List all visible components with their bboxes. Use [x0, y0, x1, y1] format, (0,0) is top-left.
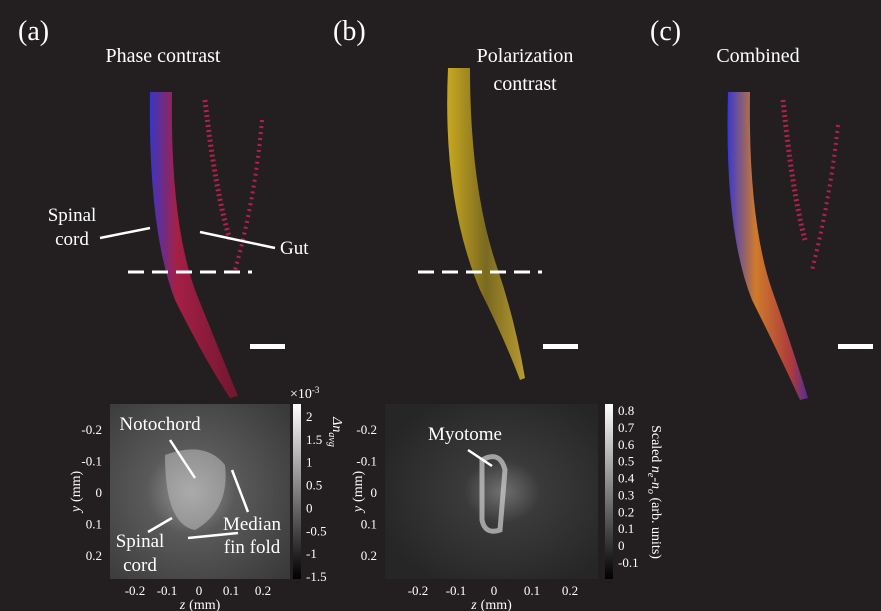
- y-tick-label: 0.2: [361, 548, 377, 563]
- x-tick-label: 0: [196, 583, 203, 598]
- colorbar-tick-label: -0.1: [618, 555, 639, 570]
- annotation: Notochord: [119, 414, 201, 435]
- y-label-unit: (mm): [351, 471, 366, 502]
- colorbar-tick-label: 0.5: [306, 478, 322, 493]
- x-label-unit: (mm): [481, 598, 512, 611]
- multiplier-exp: -3: [312, 385, 320, 395]
- label-main: Δn: [329, 416, 344, 432]
- x-tick-label: 0.2: [255, 583, 271, 598]
- annotation: Median: [223, 514, 282, 535]
- colorbar-tick-label: 2: [306, 409, 313, 424]
- x-axis-label: z(mm): [179, 598, 221, 611]
- colorbar-tick-label: 1.5: [306, 432, 322, 447]
- colorbar-tick-label: 0: [306, 500, 313, 515]
- colorbar-tick-label: -0.5: [306, 523, 327, 538]
- y-axis-label: y (mm): [69, 471, 84, 515]
- colorbar-tick-label: 0.3: [618, 487, 634, 502]
- figure: (a) Phase contrast Spinal cord Gut Notoc…: [0, 0, 881, 611]
- colorbar-tick-label: 0.8: [618, 403, 634, 418]
- colorbar-tick-label: -1.5: [306, 569, 327, 584]
- y-label-var: y: [69, 505, 84, 514]
- x-tick-label: 0.1: [524, 583, 540, 598]
- scale-bar: [543, 344, 578, 349]
- x-tick-label: 0.2: [562, 583, 578, 598]
- x-tick-label: 0.1: [223, 583, 239, 598]
- y-tick-label: -0.2: [356, 422, 377, 437]
- y-tick-label: 0.2: [86, 548, 102, 563]
- colorbar-tick-label: 0.1: [618, 521, 634, 536]
- scale-bar: [250, 344, 285, 349]
- y-label-var: y: [351, 505, 366, 514]
- y-tick-label: -0.1: [356, 454, 377, 469]
- panel-label: (c): [650, 16, 681, 47]
- x-tick-label: -0.1: [446, 583, 467, 598]
- colorbar-tick-label: 0: [618, 538, 625, 553]
- y-tick-label: -0.1: [81, 454, 102, 469]
- y-tick-label: 0.1: [86, 517, 102, 532]
- annotation: cord: [123, 555, 157, 576]
- annotation: Myotome: [428, 424, 502, 445]
- panel-title: contrast: [493, 73, 557, 95]
- colorbar-tick-label: 0.6: [618, 437, 635, 452]
- label-part: (arb. units): [648, 494, 663, 559]
- annotation: fin fold: [224, 537, 281, 558]
- label-part: -n: [648, 477, 663, 489]
- colorbar: [293, 404, 301, 579]
- x-tick-label: -0.1: [157, 583, 178, 598]
- colorbar-tick-label: -1: [306, 546, 317, 561]
- annotation: cord: [55, 229, 89, 250]
- y-tick-label: 0.1: [361, 517, 377, 532]
- panel-title: Polarization: [477, 45, 574, 67]
- annotation: Gut: [280, 238, 309, 259]
- x-tick-label: -0.2: [408, 583, 429, 598]
- colorbar-tick-label: 0.7: [618, 420, 635, 435]
- multiplier-base: ×10: [290, 387, 312, 402]
- scale-bar: [838, 344, 873, 349]
- label-part: Scaled: [648, 425, 663, 466]
- label-sub: avg: [326, 432, 337, 446]
- x-tick-label: -0.2: [125, 583, 146, 598]
- x-tick-label: 0: [491, 583, 498, 598]
- colorbar-tick-label: 1: [306, 455, 313, 470]
- y-tick-label: 0: [96, 485, 103, 500]
- colorbar-tick-label: 0.2: [618, 504, 634, 519]
- panel-label: (b): [333, 16, 366, 47]
- colorbar-tick-label: 0.5: [618, 454, 634, 469]
- panel-label: (a): [18, 16, 49, 47]
- annotation: Spinal: [48, 205, 97, 226]
- y-axis-label: y (mm): [351, 471, 366, 515]
- x-label-unit: (mm): [189, 598, 220, 611]
- y-tick-label: -0.2: [81, 422, 102, 437]
- x-label-var: z: [470, 598, 477, 611]
- y-label-unit: (mm): [69, 471, 84, 502]
- panel-title: Phase contrast: [106, 45, 221, 67]
- label-part: n: [648, 466, 663, 473]
- annotation: Spinal: [116, 531, 165, 552]
- y-tick-label: 0: [371, 485, 378, 500]
- x-axis-label: z (mm): [470, 598, 512, 611]
- panel-title: Combined: [716, 45, 799, 67]
- x-label-var: z: [179, 598, 186, 611]
- colorbar-tick-label: 0.4: [618, 471, 635, 486]
- colorbar: [605, 404, 613, 579]
